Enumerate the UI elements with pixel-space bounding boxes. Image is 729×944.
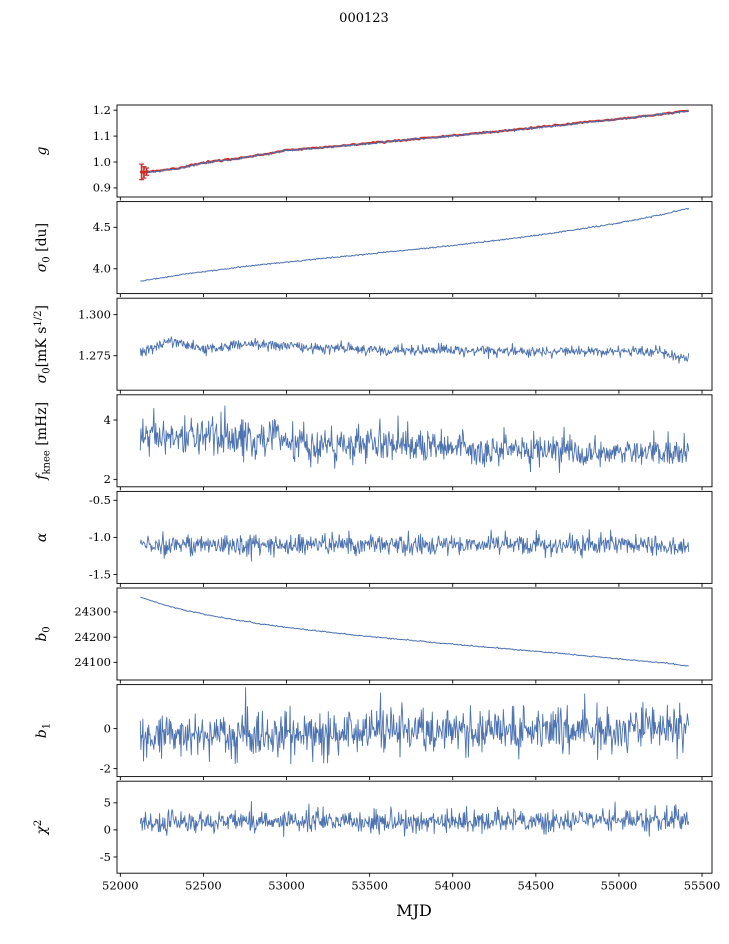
y-tick-label: -1.5 [89, 567, 111, 581]
y-tick-label: 1.275 [78, 349, 111, 363]
series-alpha [139, 529, 690, 562]
y-tick-label: 5 [104, 796, 111, 810]
y-axis-label-b1: b1 [34, 723, 53, 738]
series-gain [140, 109, 690, 174]
x-tick-label: 52500 [185, 879, 222, 893]
panel-sigma0-mk: 1.275 1.300 σ0[mK s1/2] [33, 297, 713, 394]
panel-sigma0-du: 4.0 4.5 σ0 [du] [34, 201, 713, 298]
y-axis-label-fknee: fknee [mHz] [34, 402, 53, 481]
y-axis-label-part: 1/2 [33, 310, 44, 326]
x-tick-label: 54000 [434, 879, 471, 893]
y-tick-label: -2 [100, 761, 111, 775]
y-tick-label: 4 [104, 413, 111, 427]
panels-group: 0.91.01.11.2g4.04.5σ0 [du]1.2751.300σ0[m… [33, 103, 720, 893]
y-tick-label: 1.0 [93, 155, 111, 169]
y-axis-label-part: g [34, 146, 50, 155]
y-axis-label-part: σ [34, 262, 50, 272]
panel-series-group [139, 336, 690, 364]
y-axis-label-part: f [34, 472, 50, 481]
y-axis-label-alpha: α [34, 532, 50, 542]
y-axis-label-part: b [34, 633, 50, 642]
y-axis-label-chi2: χ2 [33, 820, 50, 836]
series-fknee [139, 405, 690, 473]
y-tick-label: 4.0 [93, 262, 111, 276]
panel-b1: -2 0 b1 [34, 684, 713, 781]
y-tick-label: 24100 [74, 655, 111, 669]
panel-series-group [140, 207, 690, 282]
panel-series-group [140, 109, 690, 174]
x-tick-label: 53000 [268, 879, 305, 893]
y-axis-label-part: σ [34, 373, 50, 383]
panel-g: 0.9 1.0 1.1 1.2 g [34, 103, 713, 201]
y-tick-label: -1.0 [89, 530, 111, 544]
series-sigma0-du [140, 207, 690, 282]
y-tick-label: -0.5 [89, 493, 111, 507]
figure-title: 000123 [339, 11, 389, 26]
errorbar-marker [144, 170, 149, 174]
y-axis-label-b0: b0 [34, 626, 53, 641]
panel-b0: 24100 24200 24300 b0 [34, 587, 713, 684]
panel-frame [116, 587, 713, 681]
y-tick-label: 24300 [74, 605, 111, 619]
y-tick-label: 24200 [74, 630, 111, 644]
y-tick-label: 1.1 [93, 129, 111, 143]
y-tick-label: 0.9 [93, 181, 111, 195]
x-tick-label: 55000 [601, 879, 638, 893]
y-axis-label-part: 1 [42, 723, 53, 729]
y-axis-label-g: g [34, 146, 50, 155]
panel-series-group [139, 687, 690, 765]
panel-alpha: -1.5 -1.0 -0.5 α [34, 490, 713, 587]
y-axis-label-part: 0 [42, 367, 53, 373]
panel-frame [116, 780, 713, 874]
panel-series-group [140, 596, 689, 667]
x-tick-label: 52000 [102, 879, 139, 893]
panel-frame [116, 201, 713, 295]
x-axis-label: MJD [396, 901, 432, 920]
panel-frame [116, 684, 713, 778]
y-axis-label-part: ] [34, 305, 50, 310]
panel-fknee: 2 4 fknee [mHz] [34, 394, 713, 491]
y-axis-label-part: [mK s [34, 327, 50, 368]
y-tick-label: 2 [104, 472, 111, 486]
series-b1 [139, 687, 690, 765]
y-tick-label: 0 [104, 823, 111, 837]
y-axis-label-part: 0 [42, 626, 53, 632]
panel-frame [116, 394, 713, 488]
y-axis-label-part: α [34, 532, 50, 542]
y-axis-label-part: χ [34, 825, 50, 836]
panel-frame [116, 104, 713, 198]
series-b0 [140, 596, 689, 667]
series-sigma0-mk [139, 336, 690, 364]
panel-series-group [139, 529, 690, 562]
y-axis-label-part: 2 [33, 820, 44, 826]
panel-series-group [139, 801, 690, 837]
y-tick-label: 4.5 [93, 220, 111, 234]
x-tick-label: 55500 [684, 879, 721, 893]
panel-series-group [139, 405, 690, 473]
y-axis-label-part: 0 [42, 256, 53, 262]
y-axis-label-part: [mHz] [34, 402, 50, 450]
y-tick-label: 0 [104, 721, 111, 735]
panel-chi2: -5 0 5 52000 52500 53000 53500 54000 54500 55000 5… [33, 780, 721, 893]
x-tick-label: 54500 [518, 879, 555, 893]
y-tick-label: -5 [100, 850, 111, 864]
panel-frame [116, 297, 713, 391]
y-axis-label-part: b [34, 729, 50, 738]
y-axis-label-part: [du] [34, 223, 50, 256]
series-chi2 [139, 801, 690, 837]
y-axis-label-sigma0-du: σ0 [du] [34, 223, 53, 272]
y-tick-label: 1.300 [78, 307, 111, 321]
y-axis-label-part: knee [42, 450, 53, 474]
errorbars-group [139, 163, 150, 181]
errorbar-marker [142, 170, 146, 174]
panel-frame [116, 490, 713, 584]
x-tick-label: 53500 [351, 879, 388, 893]
y-axis-label-sigma0-mk: σ0[mK s1/2] [33, 305, 53, 383]
y-tick-label: 1.2 [93, 103, 111, 117]
